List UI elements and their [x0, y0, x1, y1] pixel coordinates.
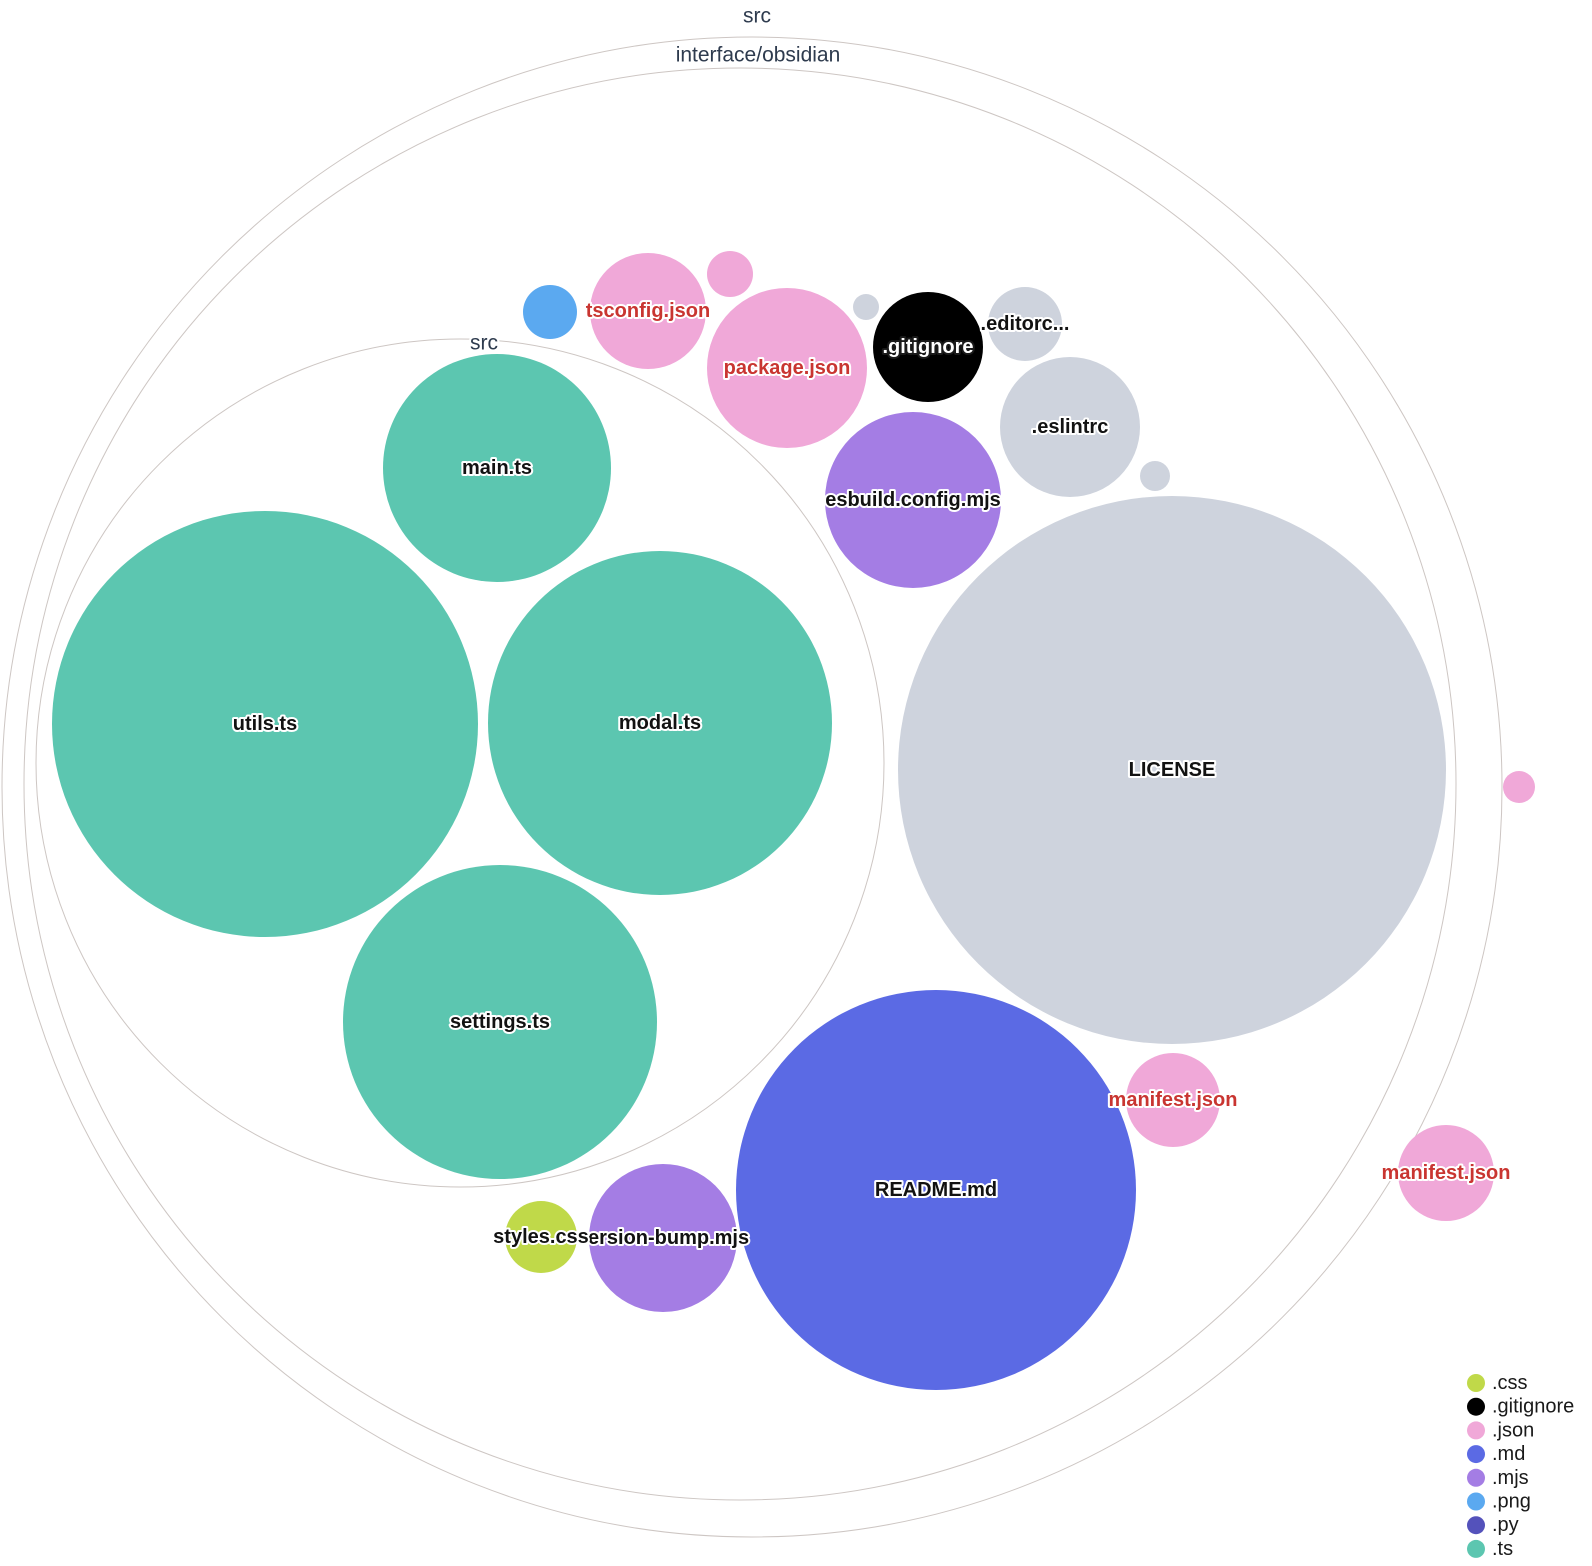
file-label-license: LICENSE — [1129, 759, 1216, 781]
legend-label-md: .md — [1492, 1443, 1525, 1465]
file-circle-styles-css[interactable] — [505, 1201, 577, 1273]
legend-dot-css-icon — [1467, 1374, 1485, 1392]
file-circle-json-unlabeled[interactable] — [707, 251, 753, 297]
file-label-manifest-json: manifest.json — [1382, 1162, 1511, 1184]
file-circle-manifest-json[interactable] — [1398, 1125, 1494, 1221]
file-circle-settings-ts[interactable] — [343, 865, 657, 1179]
legend-dot-ts-icon — [1467, 1539, 1485, 1558]
legend-label-json: .json — [1492, 1419, 1534, 1441]
folder-circle-interface-obsidian-1[interactable] — [23, 67, 1457, 1501]
file-label-eslintrc: .eslintrc — [1032, 416, 1109, 438]
legend-label-mjs: .mjs — [1492, 1467, 1529, 1489]
file-circle-unlabeled[interactable] — [1140, 461, 1170, 491]
folder-circle-src-2[interactable] — [35, 338, 885, 1188]
file-label-package-json: package.json — [724, 357, 851, 379]
legend-dot-gitignore-icon — [1467, 1397, 1485, 1416]
legend-label-png: .png — [1492, 1491, 1531, 1513]
file-label-styles-css: styles.css — [493, 1226, 589, 1248]
file-circle-esbuild-config-mjs[interactable] — [825, 412, 1001, 588]
file-circles-layer — [52, 251, 1535, 1390]
legend-label-css: .css — [1492, 1372, 1528, 1394]
legend-dot-mjs-icon — [1467, 1468, 1485, 1487]
file-circle-package-json[interactable] — [707, 288, 867, 448]
labels-layer: src interface/obsidian src main.ts utils.ts m… — [231, 3, 1513, 1252]
file-label-esbuild-config-mjs: esbuild.config.mjs — [825, 489, 1001, 511]
legend-label-py: .py — [1492, 1514, 1519, 1536]
legend-dot-png-icon — [1467, 1492, 1485, 1511]
file-circle-editorc[interactable] — [988, 287, 1062, 361]
legend-dot-py-icon — [1467, 1516, 1485, 1535]
file-circle-version-bump-mjs[interactable] — [589, 1164, 737, 1312]
folder-circles-layer — [1, 36, 1503, 1538]
folder-label-src-0: src — [743, 5, 771, 28]
folder-label-src-2: src — [470, 332, 498, 355]
file-label-readme-md: README.md — [875, 1179, 997, 1201]
file-label-tsconfig-json: tsconfig.json — [586, 300, 710, 322]
legend: .css.gitignore.json.md.mjs.png.py.ts — [1467, 1372, 1574, 1560]
file-circle-tsconfig-json[interactable] — [590, 253, 706, 369]
file-circle-json-unlabeled[interactable] — [1503, 771, 1535, 803]
file-circle-manifest-json[interactable] — [1126, 1053, 1220, 1147]
file-circle-utils-ts[interactable] — [52, 511, 478, 937]
file-circle-unlabeled[interactable] — [853, 294, 879, 320]
file-circle-license[interactable] — [898, 496, 1446, 1044]
file-circle-gitignore[interactable] — [873, 292, 983, 402]
file-circle-png-unlabeled[interactable] — [523, 285, 577, 339]
file-circle-readme-md[interactable] — [736, 990, 1136, 1390]
file-label-gitignore: .gitignore — [882, 336, 973, 358]
file-label-modal-ts: modal.ts — [619, 712, 701, 734]
folder-circle-src-0[interactable] — [1, 36, 1503, 1538]
file-label-settings-ts: settings.ts — [450, 1011, 550, 1033]
legend-label-ts: .ts — [1492, 1538, 1513, 1560]
file-circle-modal-ts[interactable] — [488, 551, 832, 895]
file-label-editorc: .editorc... — [981, 313, 1070, 335]
folder-label-interface-obsidian-1: interface/obsidian — [676, 44, 841, 67]
file-circle-main-ts[interactable] — [383, 354, 611, 582]
legend-label-gitignore: .gitignore — [1492, 1396, 1574, 1418]
file-label-manifest-json: manifest.json — [1109, 1089, 1238, 1111]
file-label-utils-ts: utils.ts — [233, 713, 297, 735]
file-circle-eslintrc[interactable] — [1000, 357, 1140, 497]
file-label-version-bump-mjs: version-bump.mjs — [577, 1227, 749, 1249]
file-label-main-ts: main.ts — [462, 457, 532, 479]
legend-dot-md-icon — [1467, 1445, 1485, 1464]
legend-dot-json-icon — [1467, 1421, 1485, 1440]
